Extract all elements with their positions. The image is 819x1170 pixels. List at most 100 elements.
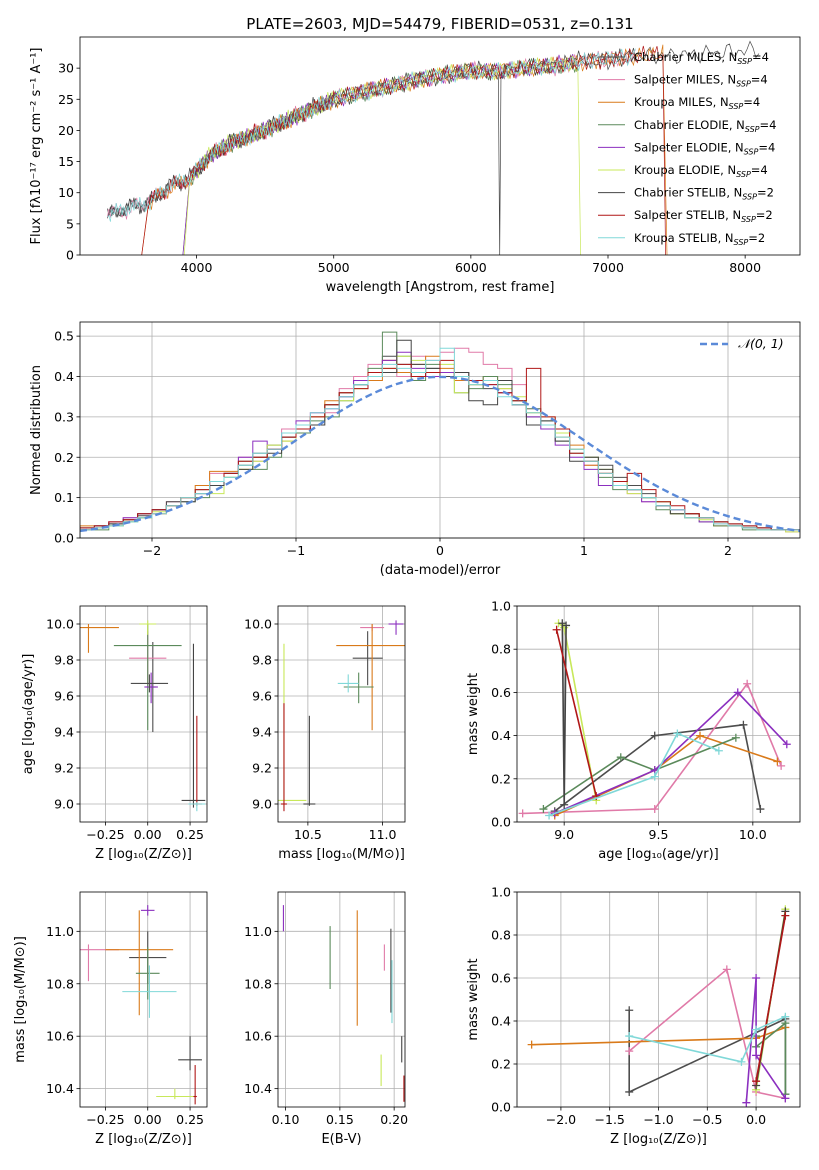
- x-tick-label: 0.20: [380, 1112, 408, 1127]
- y-tick-label: 9.4: [54, 725, 74, 740]
- y-tick-label: 10.4: [46, 1081, 74, 1096]
- weight-marker: [752, 974, 761, 982]
- legend-text: Chabrier ELODIE, N: [634, 118, 745, 132]
- y-tick-label: 10.4: [244, 1081, 272, 1096]
- weight-marker: [777, 761, 786, 770]
- y-tick-label: 0.8: [491, 928, 511, 943]
- plot-area: [527, 905, 790, 1107]
- x-tick-label: 0.25: [176, 827, 204, 842]
- legend-label-8: Salpeter STELIB, NSSP=2: [634, 208, 773, 224]
- weight-marker: [714, 746, 723, 755]
- x-tick-label: 0.25: [176, 1112, 204, 1127]
- y-tick-label: 9.4: [252, 725, 272, 740]
- y-tick-label: 9.2: [252, 761, 272, 776]
- x-axis-label: mass [log₁₀(M/M⊙)]: [278, 847, 405, 862]
- plot-area: [80, 905, 202, 1105]
- histogram-9: [80, 347, 800, 538]
- x-tick-label: 0: [436, 543, 444, 558]
- y-tick-label: 11.0: [46, 924, 74, 939]
- y-tick-label: 9.8: [252, 653, 272, 668]
- y-tick-label: 1.0: [491, 885, 511, 900]
- legend-text: Kroupa MILES, N: [634, 95, 729, 109]
- x-axis-label: (data-model)/error: [380, 563, 501, 578]
- weight-marker: [743, 679, 752, 688]
- y-tick-label: 9.8: [54, 653, 74, 668]
- y-tick-label: 9.2: [54, 761, 74, 776]
- x-tick-label: 5000: [318, 260, 350, 275]
- y-tick-label: 0.1: [54, 490, 74, 505]
- plot-area: [518, 619, 791, 820]
- weight-marker: [756, 805, 765, 814]
- x-tick-label: 10.5: [294, 827, 322, 842]
- x-tick-label: 1: [580, 543, 588, 558]
- weight-marker: [781, 1012, 790, 1021]
- x-tick-label: 0.15: [326, 1112, 354, 1127]
- y-tick-label: 0.6: [491, 971, 511, 986]
- weight-marker: [539, 805, 548, 814]
- weight-line-4: [542, 737, 737, 810]
- legend-subscript: SSP: [736, 80, 751, 89]
- x-tick-label: 0.0: [746, 1112, 766, 1127]
- x-tick-label: −2: [143, 543, 161, 558]
- plot-area: [80, 331, 800, 538]
- weight-marker: [625, 1032, 634, 1041]
- x-tick-label: −0.25: [86, 827, 124, 842]
- y-tick-label: 0.0: [491, 1100, 511, 1115]
- x-tick-label: −1: [287, 543, 305, 558]
- x-axis-label: age [log₁₀(age/yr)]: [598, 847, 719, 862]
- weight-marker: [731, 733, 740, 742]
- weight-line-8: [555, 629, 597, 797]
- legend-text: Salpeter STELIB, N: [634, 208, 741, 222]
- weight-marker: [733, 688, 742, 697]
- legend-text: Chabrier MILES, N: [634, 50, 737, 64]
- legend-value: =4: [760, 118, 777, 132]
- y-tick-label: 0.4: [491, 728, 511, 743]
- y-tick-label: 10.6: [244, 1029, 272, 1044]
- legend-subscript: SSP: [741, 215, 756, 224]
- y-tick-label: 9.6: [54, 689, 74, 704]
- legend-text: Chabrier STELIB, N: [634, 186, 742, 200]
- x-tick-label: 0.00: [134, 1112, 162, 1127]
- legend-subscript: SSP: [734, 238, 749, 247]
- weight-marker: [527, 1040, 536, 1049]
- normal-reference-curve: [80, 375, 800, 533]
- y-tick-label: 10.6: [46, 1029, 74, 1044]
- weight-marker: [673, 729, 682, 738]
- x-tick-label: 2: [724, 543, 732, 558]
- legend-label-7: Chabrier STELIB, NSSP=2: [634, 186, 774, 202]
- x-axis-label: Z [log₁₀(Z/Z⊙)]: [95, 1132, 192, 1147]
- y-axis-label: age [log₁₀(age/yr)]: [21, 654, 36, 775]
- y-axis-label: mass weight: [466, 958, 481, 1040]
- plot-area: [278, 620, 405, 812]
- y-tick-label: 0: [66, 248, 74, 263]
- y-tick-label: 0.3: [54, 409, 74, 424]
- legend-label-3: Kroupa MILES, NSSP=4: [634, 95, 760, 111]
- y-tick-label: 0.2: [54, 450, 74, 465]
- weight-marker: [625, 1087, 634, 1096]
- y-tick-label: 25: [58, 92, 74, 107]
- y-tick-label: 5: [66, 216, 74, 231]
- y-tick-label: 9.0: [54, 797, 74, 812]
- weight-marker: [650, 805, 659, 814]
- weight-marker: [752, 1025, 761, 1034]
- x-tick-label: −1.5: [595, 1112, 625, 1127]
- weight-marker: [650, 772, 659, 781]
- legend-value: =2: [756, 208, 773, 222]
- legend-label-5: Salpeter ELODIE, NSSP=4: [634, 140, 775, 156]
- weight-marker: [742, 1098, 751, 1107]
- legend-subscript: SSP: [737, 57, 752, 66]
- y-tick-label: 15: [58, 154, 74, 169]
- y-tick-label: 0.0: [54, 531, 74, 546]
- spectrum-line-2: [107, 49, 636, 220]
- weight-marker: [696, 731, 705, 740]
- weight-marker: [552, 625, 561, 634]
- x-tick-label: 7000: [592, 260, 624, 275]
- y-tick-label: 11.0: [244, 924, 272, 939]
- axes-frame: [79, 36, 801, 256]
- y-tick-label: 0.0: [491, 815, 511, 830]
- x-tick-label: 0.10: [272, 1112, 300, 1127]
- age-vs-mass-panel: 10.5 11.0 9.0 9.2 9.4 9.6 9.8 10.0 mass [log₁₀(M…: [244, 605, 406, 862]
- legend-value: =4: [751, 73, 768, 87]
